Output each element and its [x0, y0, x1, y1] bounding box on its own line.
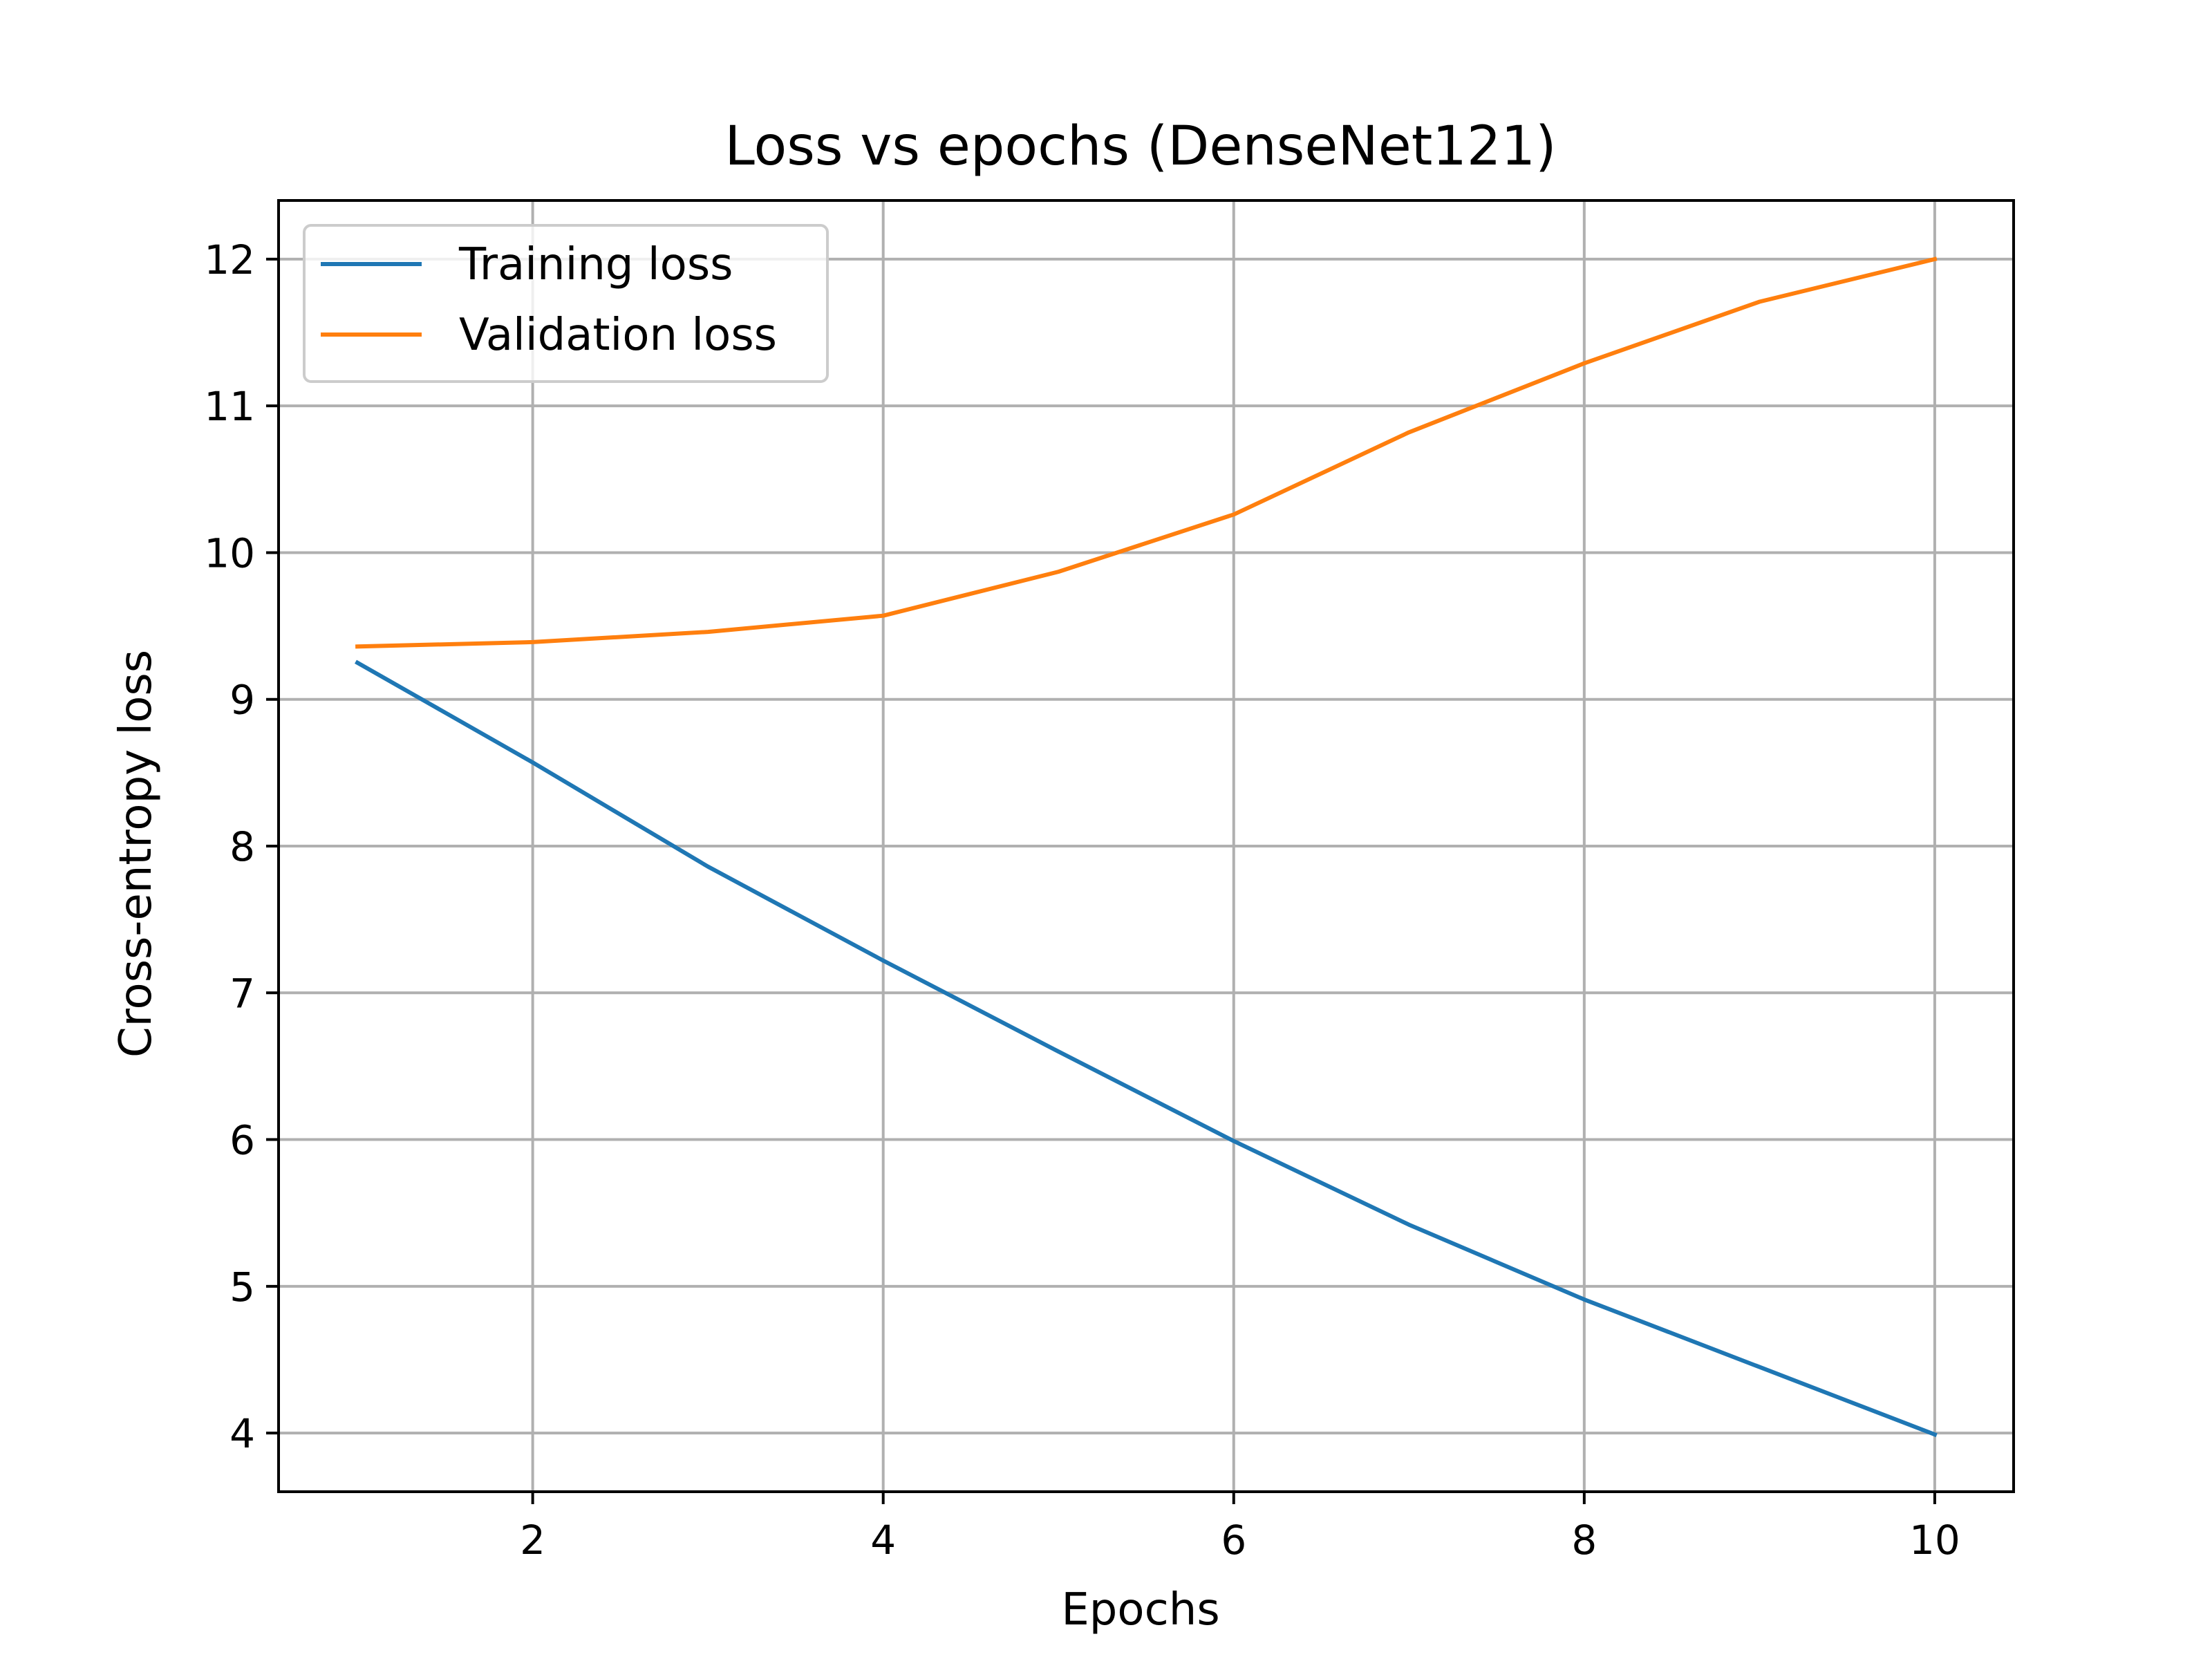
legend-label: Training loss [458, 239, 733, 290]
y-tick-label: 9 [229, 677, 255, 724]
legend-label: Validation loss [459, 310, 777, 361]
x-tick-label: 6 [1221, 1517, 1246, 1564]
series-lines [355, 256, 1938, 1438]
series-line-validation-loss [355, 256, 1938, 649]
y-axis-label: Cross-entropy loss [111, 650, 162, 1058]
chart-title: Loss vs epochs (DenseNet121) [724, 115, 1556, 178]
x-tick-label: 8 [1571, 1517, 1597, 1564]
x-tick-label: 4 [870, 1517, 896, 1564]
legend-box [303, 224, 829, 383]
y-tick-label: 6 [229, 1117, 255, 1164]
legend: Training loss Validation loss [303, 224, 829, 383]
y-tick-label: 4 [229, 1410, 255, 1457]
x-tick-label: 2 [520, 1517, 545, 1564]
axis-ticks: 2 4 6 8 10 4 5 6 7 8 9 10 11 12 [204, 236, 1960, 1564]
y-tick-label: 10 [204, 529, 255, 577]
y-tick-label: 7 [229, 970, 255, 1017]
y-tick-label: 11 [204, 383, 255, 430]
x-axis-label: Epochs [1061, 1584, 1219, 1635]
series-line-training-loss [355, 659, 1938, 1438]
y-tick-label: 8 [229, 823, 255, 870]
grid-lines [279, 200, 2014, 1492]
y-tick-label: 5 [229, 1264, 255, 1311]
y-tick-label: 12 [204, 236, 255, 283]
x-tick-label: 10 [1909, 1517, 1960, 1564]
